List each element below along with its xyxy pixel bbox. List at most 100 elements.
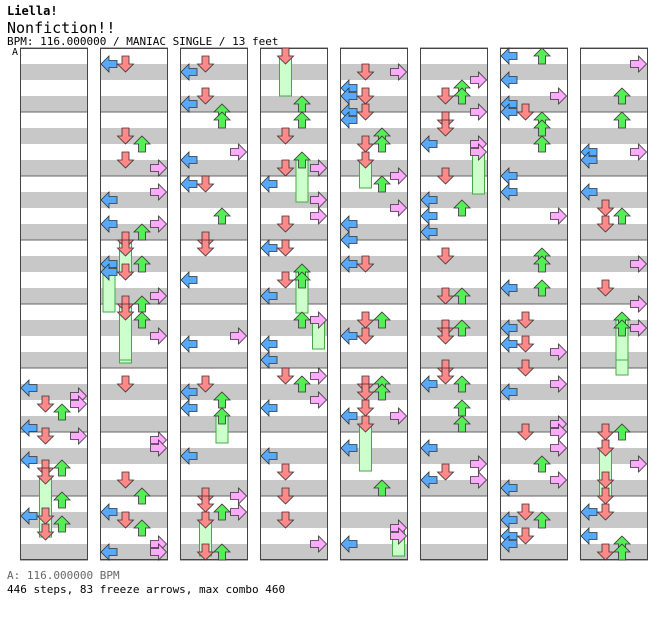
beat-band	[180, 256, 248, 272]
beat-band	[580, 352, 648, 368]
beat-band	[20, 288, 88, 304]
beat-band	[420, 256, 488, 272]
beat-band	[180, 64, 248, 80]
beat-band	[340, 352, 408, 368]
beat-band	[260, 160, 328, 176]
beat-band	[340, 288, 408, 304]
beat-band	[420, 544, 488, 560]
beat-band	[260, 320, 328, 336]
beat-band	[500, 416, 568, 432]
beat-band	[20, 128, 88, 144]
step-stats: 446 steps, 83 freeze arrows, max combo 4…	[7, 583, 286, 596]
beat-band	[100, 64, 168, 80]
beat-band	[580, 192, 648, 208]
column-border	[20, 48, 88, 560]
column-border	[180, 48, 248, 560]
chart-column	[260, 47, 328, 561]
beat-band	[20, 480, 88, 496]
beat-band	[580, 96, 648, 112]
beat-band	[100, 96, 168, 112]
beat-band	[260, 544, 328, 560]
chart-column	[20, 47, 88, 561]
beat-band	[260, 352, 328, 368]
beat-band	[180, 448, 248, 464]
beat-band	[580, 480, 648, 496]
beat-band	[420, 224, 488, 240]
beat-band	[180, 160, 248, 176]
beat-band	[260, 480, 328, 496]
beat-band	[340, 320, 408, 336]
beat-band	[580, 288, 648, 304]
chart-column	[420, 47, 488, 561]
beat-band	[420, 160, 488, 176]
beat-band	[580, 224, 648, 240]
beat-band	[500, 224, 568, 240]
beat-band	[340, 64, 408, 80]
beat-band	[580, 64, 648, 80]
beat-band	[580, 384, 648, 400]
beat-band	[100, 352, 168, 368]
beat-band	[180, 384, 248, 400]
beat-band	[100, 288, 168, 304]
chart-marker: A	[12, 47, 19, 58]
beat-band	[420, 512, 488, 528]
column-border	[420, 48, 488, 560]
beat-band	[500, 352, 568, 368]
beat-band	[260, 384, 328, 400]
beat-band	[20, 160, 88, 176]
beat-band	[20, 320, 88, 336]
beat-band	[260, 448, 328, 464]
beat-band	[20, 224, 88, 240]
beat-band	[500, 96, 568, 112]
beat-band	[260, 288, 328, 304]
beat-band	[100, 544, 168, 560]
beat-band	[340, 192, 408, 208]
beat-band	[420, 192, 488, 208]
beat-band	[180, 320, 248, 336]
beat-band	[340, 160, 408, 176]
beat-band	[260, 128, 328, 144]
beat-band	[340, 512, 408, 528]
beat-band	[260, 256, 328, 272]
beat-band	[100, 320, 168, 336]
beat-band	[420, 384, 488, 400]
beat-band	[180, 480, 248, 496]
beat-band	[100, 448, 168, 464]
beat-band	[100, 512, 168, 528]
beat-band	[420, 128, 488, 144]
beat-band	[340, 416, 408, 432]
chart-column	[180, 47, 248, 561]
beat-band	[260, 192, 328, 208]
beat-band	[580, 416, 648, 432]
beat-band	[500, 128, 568, 144]
beat-band	[20, 64, 88, 80]
beat-band	[580, 448, 648, 464]
column-border	[580, 48, 648, 560]
beat-band	[180, 352, 248, 368]
beat-band	[340, 256, 408, 272]
beat-band	[340, 96, 408, 112]
beat-band	[580, 512, 648, 528]
beat-band	[180, 288, 248, 304]
beat-band	[20, 256, 88, 272]
beat-band	[100, 480, 168, 496]
beat-band	[500, 544, 568, 560]
beat-band	[260, 64, 328, 80]
beat-band	[180, 224, 248, 240]
beat-band	[420, 96, 488, 112]
chart-column	[500, 47, 568, 561]
beat-band	[420, 352, 488, 368]
beat-band	[340, 448, 408, 464]
beat-band	[500, 384, 568, 400]
chart-column	[340, 47, 408, 561]
beat-band	[340, 224, 408, 240]
beat-band	[500, 64, 568, 80]
beat-band	[580, 256, 648, 272]
beat-band	[260, 224, 328, 240]
beat-band	[580, 160, 648, 176]
column-border	[340, 48, 408, 560]
beat-band	[20, 544, 88, 560]
beat-band	[180, 96, 248, 112]
column-border	[100, 48, 168, 560]
